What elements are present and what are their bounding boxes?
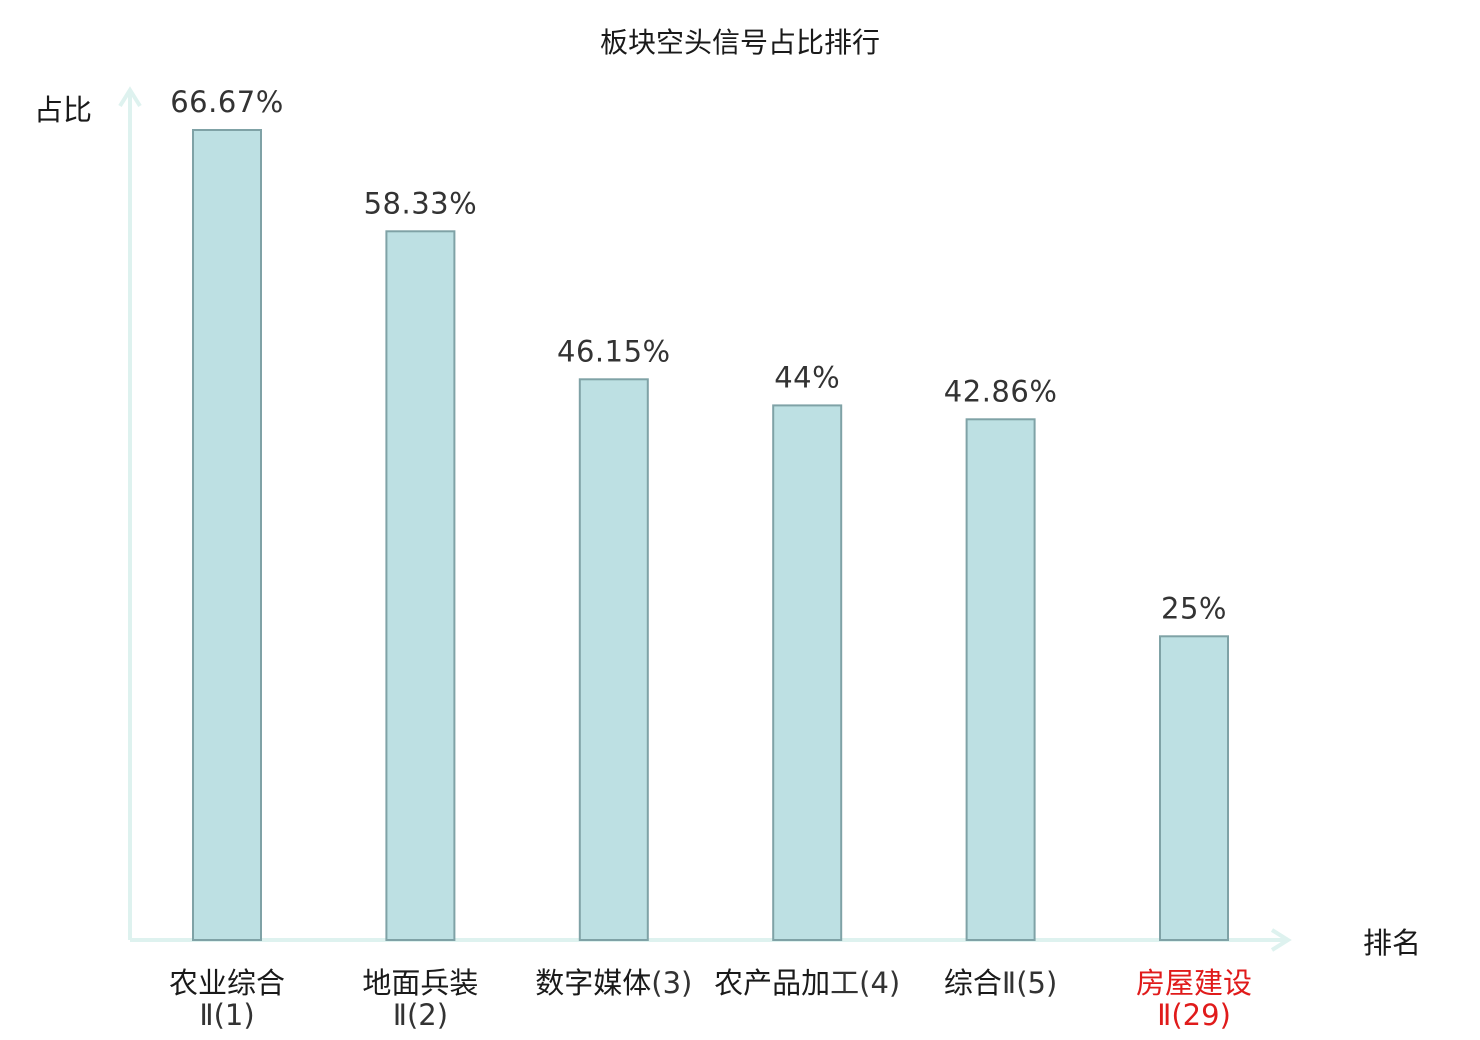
bar-6 <box>1159 635 1229 941</box>
category-name-6: 房屋建设 <box>1136 966 1252 1000</box>
value-label-5: 42.86% <box>944 374 1058 408</box>
category-label-3: 数字媒体(3) <box>535 966 692 1000</box>
value-labels: 66.67% 58.33% 46.15% 44% 42.86% 25% <box>170 85 1227 625</box>
y-axis-arrow <box>118 86 142 108</box>
category-name-5: 综合 <box>944 966 1002 1000</box>
category-label-5: 综合Ⅱ(5) <box>944 966 1057 1000</box>
chart-title: 板块空头信号占比排行 <box>600 26 880 59</box>
bar-2 <box>385 230 456 942</box>
y-axis-label: 占比 <box>34 93 92 127</box>
bar-4 <box>772 404 843 941</box>
bar-5 <box>965 418 1036 941</box>
value-label-2: 58.33% <box>364 186 478 220</box>
category-name-4: 农产品加 <box>714 966 830 1000</box>
axes <box>118 86 1292 952</box>
x-axis-label: 排名 <box>1363 926 1421 960</box>
bar-1 <box>192 129 262 941</box>
category-rank-3: (3) <box>651 966 692 1000</box>
category-name-2: 地面兵装 <box>362 966 478 1000</box>
category-rank-4: 工(4) <box>830 966 900 1000</box>
bar-3 <box>578 378 649 941</box>
x-axis-arrow <box>1270 928 1292 952</box>
category-rank-2: Ⅱ(2) <box>393 998 448 1032</box>
category-rank-1: Ⅱ(1) <box>199 998 254 1032</box>
value-label-4: 44% <box>774 360 840 394</box>
category-rank-6: Ⅱ(29) <box>1157 998 1231 1032</box>
category-rank-5: Ⅱ(5) <box>1002 966 1057 1000</box>
value-label-3: 46.15% <box>557 334 671 368</box>
category-name-1: 农业综合 <box>169 966 285 1000</box>
category-label-4: 农产品加工(4) <box>714 966 900 1000</box>
value-label-6: 25% <box>1161 591 1227 625</box>
category-name-3: 数字媒体 <box>535 966 651 1000</box>
value-label-1: 66.67% <box>170 85 284 119</box>
bars <box>192 129 1229 942</box>
